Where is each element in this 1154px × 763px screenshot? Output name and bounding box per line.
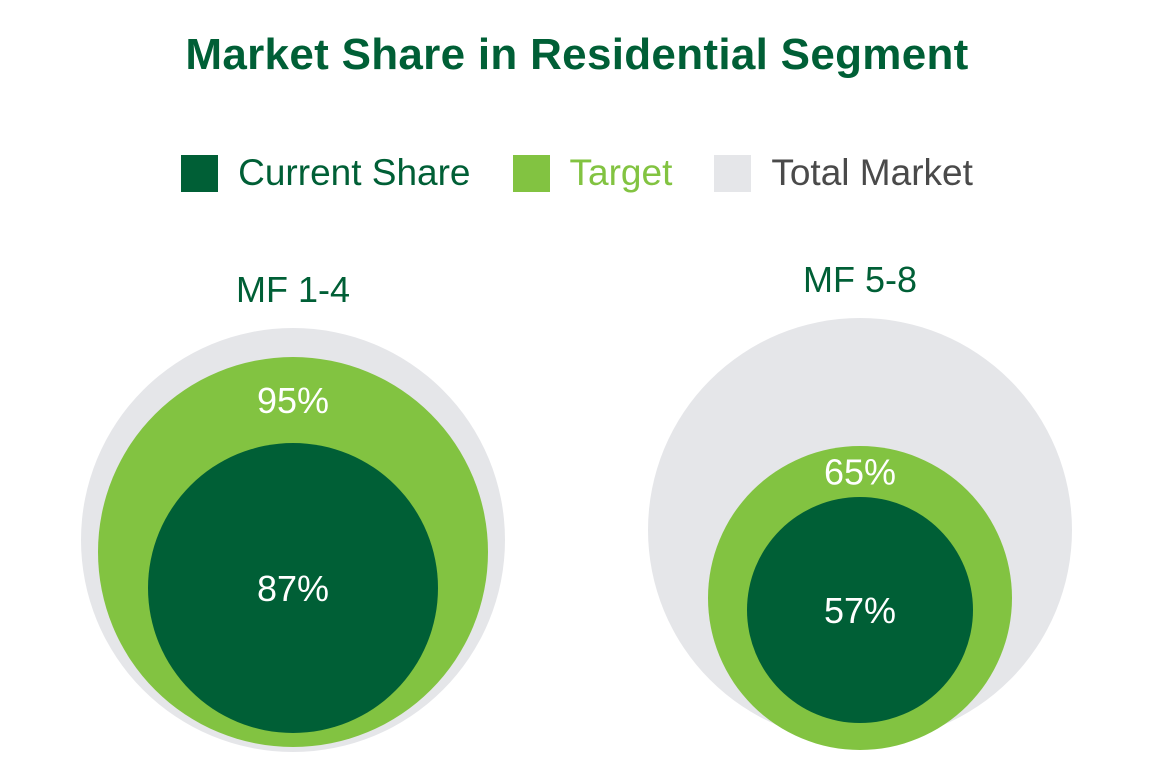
- legend-swatch-target: [512, 154, 550, 192]
- legend: Current Share Target Total Market: [0, 152, 1154, 194]
- chart-title: Market Share in Residential Segment: [185, 30, 969, 79]
- legend-label-current-share: Current Share: [238, 152, 471, 193]
- circle-current-share-mf-1-4: [148, 443, 438, 733]
- legend-item-total-market: Total Market: [714, 152, 973, 194]
- legend-label-total-market: Total Market: [771, 152, 973, 193]
- category-group-mf-1-4: MF 1-4 95% 87%: [81, 269, 505, 752]
- legend-label-target: Target: [569, 152, 673, 193]
- circle-current-share-mf-5-8: [747, 497, 973, 723]
- value-label-current-mf-1-4: 87%: [257, 568, 329, 609]
- value-label-target-mf-5-8: 65%: [824, 452, 896, 493]
- legend-item-current-share: Current Share: [181, 152, 471, 194]
- value-label-current-mf-5-8: 57%: [824, 590, 896, 631]
- category-label-mf-1-4: MF 1-4: [236, 269, 350, 310]
- category-group-mf-5-8: MF 5-8 65% 57%: [648, 259, 1072, 750]
- value-label-target-mf-1-4: 95%: [257, 380, 329, 421]
- legend-swatch-total-market: [714, 154, 752, 192]
- legend-swatch-current-share: [181, 154, 219, 192]
- category-label-mf-5-8: MF 5-8: [803, 259, 917, 300]
- legend-item-target: Target: [512, 152, 673, 194]
